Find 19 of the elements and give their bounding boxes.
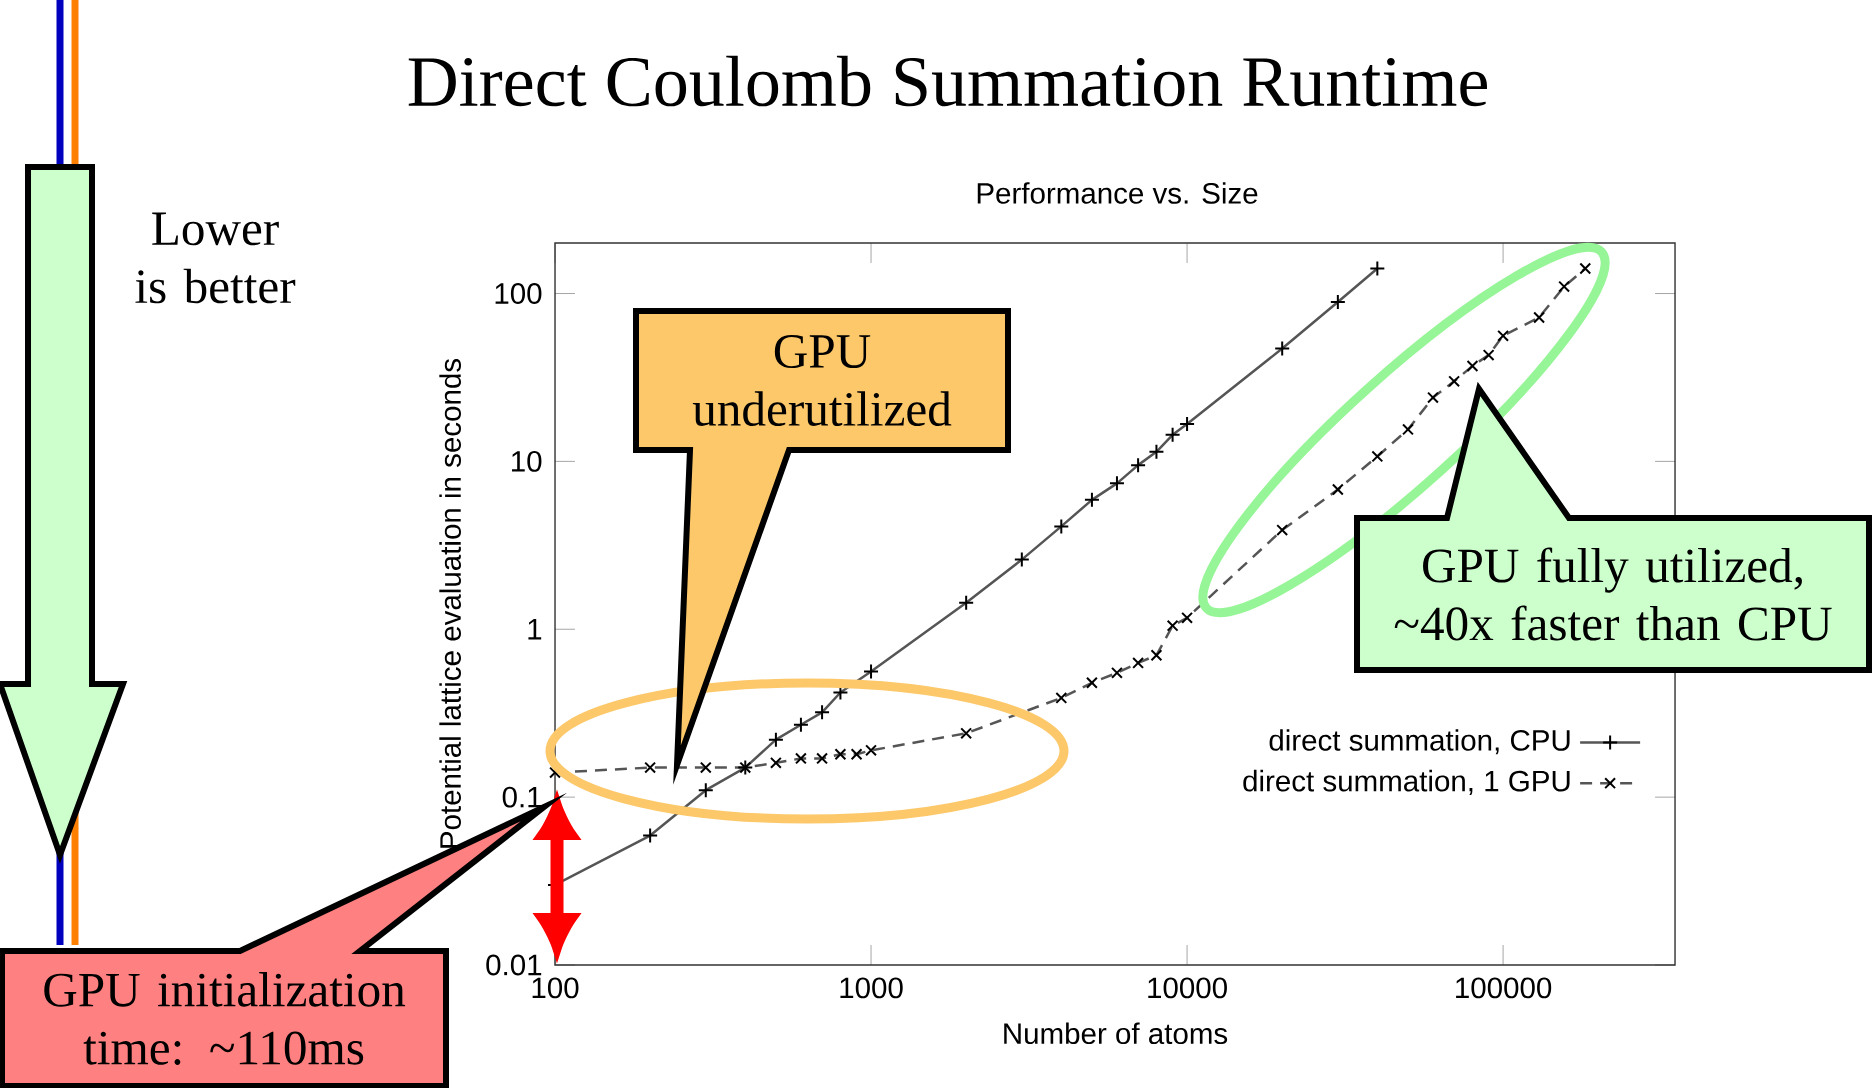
chart-subtitle: Performance vs. Size (977, 182, 1258, 204)
x-tick-label: 100 (532, 977, 579, 999)
x-tick-label: 10000 (1148, 977, 1227, 999)
annotation: GPU fully utilized, ~40x faster than CPU (1394, 547, 1832, 641)
legend-label: direct summation, 1 GPU (1243, 769, 1570, 796)
y-tick-label: 10 (512, 450, 542, 472)
legend-label: direct summation, CPU (1269, 729, 1570, 755)
text: Lower is better (135, 212, 296, 304)
y-tick-label: 0.01 (486, 954, 542, 976)
x-axis-title: Number of atoms (1004, 1022, 1228, 1045)
x-tick-label: 1000 (840, 977, 903, 999)
text: GPU initialization time: ~110ms (44, 972, 406, 1065)
chart-title: Direct Coulomb Summation Runtime (408, 55, 1487, 107)
y-tick-label: 1 (528, 619, 542, 640)
y-axis-title: Potential lattice evaluation in seconds (439, 358, 461, 848)
y-tick-label: 0.1 (502, 786, 542, 808)
y-tick-label: 100 (495, 283, 542, 304)
annotation: GPU underutilized (692, 334, 952, 427)
x-tick-label: 100000 (1456, 977, 1552, 999)
